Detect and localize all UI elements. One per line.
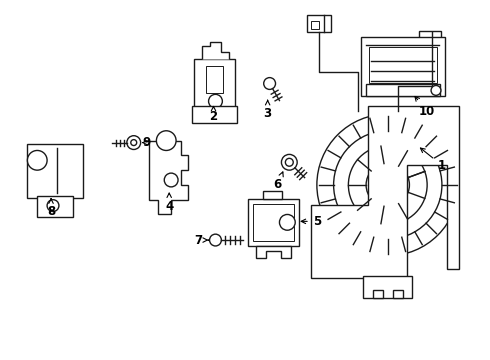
Circle shape bbox=[210, 234, 221, 246]
Bar bbox=[423, 37, 431, 44]
Text: 2: 2 bbox=[209, 107, 218, 123]
Bar bbox=[419, 31, 441, 47]
Bar bbox=[248, 199, 299, 246]
Bar bbox=[369, 47, 437, 82]
Bar bbox=[361, 37, 445, 96]
Text: 9: 9 bbox=[143, 136, 150, 149]
Bar bbox=[194, 59, 235, 108]
Bar bbox=[392, 290, 402, 298]
Circle shape bbox=[281, 154, 297, 170]
Text: 8: 8 bbox=[47, 199, 55, 218]
Polygon shape bbox=[148, 141, 188, 215]
Bar bbox=[307, 15, 331, 32]
Text: 7: 7 bbox=[195, 234, 208, 247]
Bar bbox=[373, 290, 383, 298]
Circle shape bbox=[317, 114, 459, 256]
Bar bbox=[253, 204, 294, 241]
Bar bbox=[311, 22, 319, 30]
Circle shape bbox=[264, 78, 275, 89]
Text: 4: 4 bbox=[165, 193, 173, 213]
Circle shape bbox=[131, 140, 137, 145]
Circle shape bbox=[27, 150, 47, 170]
Circle shape bbox=[279, 215, 295, 230]
Text: 3: 3 bbox=[264, 100, 272, 120]
Bar bbox=[363, 276, 413, 298]
Circle shape bbox=[366, 163, 410, 207]
Bar bbox=[206, 66, 223, 93]
Circle shape bbox=[47, 200, 59, 212]
Bar bbox=[192, 106, 237, 123]
Bar bbox=[27, 144, 82, 198]
Text: 10: 10 bbox=[415, 96, 435, 118]
Polygon shape bbox=[311, 106, 459, 278]
Circle shape bbox=[156, 131, 176, 150]
Circle shape bbox=[334, 131, 442, 239]
Circle shape bbox=[285, 158, 293, 166]
Circle shape bbox=[431, 85, 441, 95]
Bar bbox=[37, 196, 73, 217]
Bar bbox=[366, 85, 440, 96]
Polygon shape bbox=[202, 42, 229, 59]
Circle shape bbox=[209, 94, 222, 108]
Text: 1: 1 bbox=[420, 148, 446, 172]
Text: 6: 6 bbox=[273, 172, 283, 192]
Text: 5: 5 bbox=[301, 215, 321, 228]
Circle shape bbox=[127, 136, 141, 149]
Polygon shape bbox=[256, 246, 291, 258]
Circle shape bbox=[348, 145, 427, 224]
Bar bbox=[263, 191, 282, 199]
Circle shape bbox=[164, 173, 178, 187]
